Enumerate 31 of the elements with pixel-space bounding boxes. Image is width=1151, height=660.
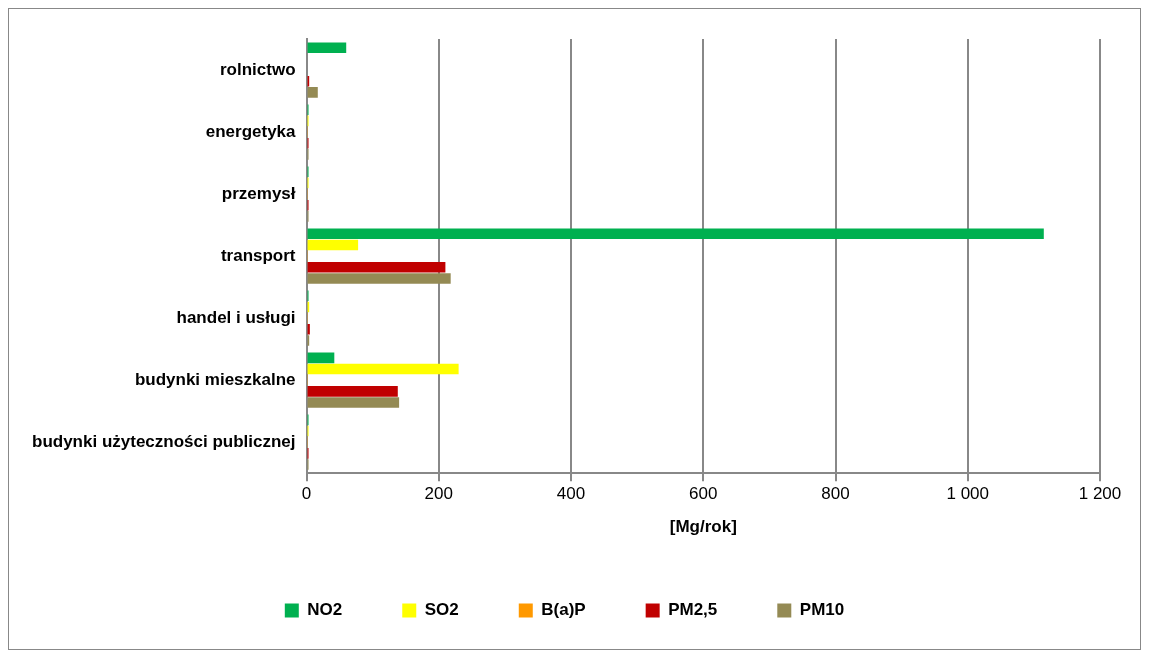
y-tick-label: rolnictwo	[219, 59, 296, 79]
legend-label: PM2,5	[668, 600, 718, 620]
x-tick-label: 800	[821, 484, 850, 504]
y-tick-label: przemysł	[221, 183, 296, 203]
y-tick-label: transport	[220, 245, 296, 265]
x-tick-label: 200	[424, 484, 453, 504]
x-tick-label: 600	[689, 484, 718, 504]
bar	[307, 323, 310, 335]
bar	[307, 352, 335, 364]
x-tick-label: 1 000	[946, 484, 990, 504]
x-tick-label: 1 200	[1078, 484, 1122, 504]
legend-label: B(a)P	[541, 600, 586, 620]
x-tick-label: 0	[301, 484, 312, 504]
bar	[307, 273, 451, 284]
bar	[307, 397, 400, 408]
bar	[307, 87, 318, 98]
y-tick-label: budynki użyteczności publicznej	[31, 431, 296, 451]
bar	[307, 42, 347, 53]
y-tick-label: energetyka	[205, 121, 297, 141]
y-tick-label: handel i usługi	[176, 307, 296, 327]
y-tick-label: budynki mieszkalne	[134, 369, 296, 389]
legend-label: PM10	[799, 600, 845, 620]
bar	[307, 363, 459, 375]
bar	[307, 239, 359, 251]
legend-label: NO2	[307, 600, 343, 620]
bar	[307, 228, 1044, 240]
legend-label: SO2	[424, 600, 459, 620]
x-axis-title: [Mg/rok]	[669, 517, 737, 537]
x-tick-label: 400	[556, 484, 586, 504]
bar	[307, 261, 446, 273]
bar	[307, 386, 398, 397]
